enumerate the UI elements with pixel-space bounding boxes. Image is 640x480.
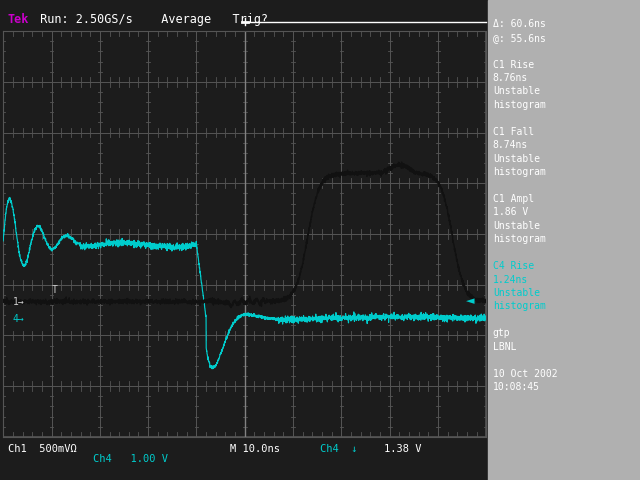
- Text: C1 Ampl: C1 Ampl: [493, 194, 534, 204]
- Text: histogram: histogram: [493, 100, 546, 110]
- Text: Unstable: Unstable: [493, 154, 540, 164]
- Text: Tek: Tek: [8, 13, 29, 26]
- Text: Ch1  500mVΩ: Ch1 500mVΩ: [8, 444, 76, 454]
- Text: 8.76ns: 8.76ns: [493, 73, 528, 83]
- Text: 1.86 V: 1.86 V: [493, 207, 528, 217]
- Text: @: 55.6ns: @: 55.6ns: [493, 33, 546, 43]
- Text: 4→: 4→: [13, 313, 24, 324]
- Text: Δ: 60.6ns: Δ: 60.6ns: [493, 19, 546, 29]
- Text: C4 Rise: C4 Rise: [493, 261, 534, 271]
- Text: histogram: histogram: [493, 167, 546, 177]
- Text: gtp: gtp: [493, 328, 511, 338]
- Text: 10 Oct 2002: 10 Oct 2002: [493, 369, 557, 379]
- Text: LBNL: LBNL: [493, 342, 516, 352]
- Text: 1.24ns: 1.24ns: [493, 275, 528, 285]
- Text: 8.74ns: 8.74ns: [493, 140, 528, 150]
- Text: T: T: [52, 285, 58, 295]
- Text: C1 Rise: C1 Rise: [493, 60, 534, 70]
- Text: histogram: histogram: [493, 301, 546, 312]
- Text: 10:08:45: 10:08:45: [493, 382, 540, 392]
- Text: M 10.0ns: M 10.0ns: [230, 444, 280, 454]
- Text: 1.38 V: 1.38 V: [384, 444, 422, 454]
- Text: C1 Fall: C1 Fall: [493, 127, 534, 137]
- Text: Unstable: Unstable: [493, 86, 540, 96]
- Text: histogram: histogram: [493, 234, 546, 244]
- Text: Ch4   1.00 V: Ch4 1.00 V: [93, 454, 168, 464]
- Text: ◄: ◄: [466, 297, 474, 307]
- Text: Unstable: Unstable: [493, 288, 540, 298]
- Text: Unstable: Unstable: [493, 221, 540, 231]
- Text: Run: 2.50GS/s    Average   Trig?: Run: 2.50GS/s Average Trig?: [33, 13, 268, 26]
- Text: Ch4  ↓: Ch4 ↓: [320, 444, 358, 454]
- Text: 1→: 1→: [13, 297, 24, 307]
